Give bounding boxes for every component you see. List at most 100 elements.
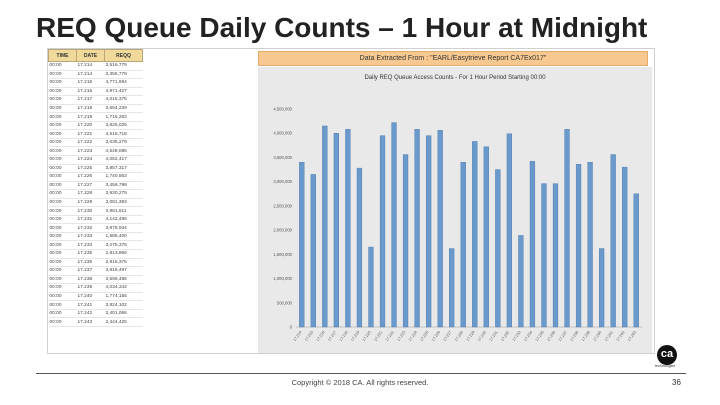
table-cell: 00:00 [48, 78, 77, 88]
y-tick-label: 4,500,000 [273, 107, 292, 112]
table-cell: 17.230 [76, 206, 105, 216]
table-row: 00:00 17.237 3,916,497 [48, 266, 143, 276]
table-cell: 00:00 [48, 104, 77, 114]
table-cell: 00:00 [48, 112, 77, 122]
bar [495, 169, 501, 328]
table-row: 00:00 17.217 4,015,375 [48, 95, 143, 105]
table-cell: 17.217 [76, 95, 105, 105]
x-tick-label: 17.234 [523, 330, 533, 342]
table-cell: 17.241 [76, 300, 105, 310]
table-cell: 3,401,066 [104, 309, 143, 319]
table-row: 00:00 17.223 4,548,085 [48, 146, 143, 156]
spreadsheet-screenshot: TIME DATE REQQ 00:00 17.214 3,516,779 00:00 17… [47, 48, 655, 354]
table-cell: 00:00 [48, 215, 77, 225]
bar [322, 125, 328, 328]
table-cell: 00:00 [48, 61, 77, 71]
table-cell: 4,015,375 [104, 95, 143, 105]
x-tick-label: 17.237 [558, 330, 568, 342]
table-row: 00:00 17.239 4,034,342 [48, 283, 143, 293]
bar [356, 167, 363, 328]
bar [483, 146, 489, 328]
table-cell: 2,444,425 [104, 317, 143, 327]
bar [564, 129, 570, 328]
x-tick-label: 17.226 [431, 330, 441, 342]
table-cell: 4,034,342 [104, 283, 143, 293]
table-cell: 3,930,279 [104, 189, 143, 199]
x-tick-label: 17.228 [454, 330, 464, 342]
table-cell: 17.225 [76, 164, 105, 174]
table-cell: 17.231 [76, 215, 105, 225]
table-cell: 3,081,393 [104, 198, 143, 208]
logo-subtext: technologies [655, 364, 676, 368]
table-cell: 17.221 [76, 129, 105, 139]
table-cell: 3,275,375 [104, 240, 143, 251]
table-row: 00:00 17.216 4,971,427 [48, 87, 143, 97]
table-row: 00:00 17.214 3,516,779 [48, 61, 143, 71]
table-cell: 17.243 [76, 317, 105, 327]
table-row: 00:00 17.234 3,275,375 [48, 240, 143, 251]
table-cell: 4,142,496 [104, 215, 143, 225]
table-cell: 00:00 [48, 70, 77, 80]
table-cell: 00:00 [48, 223, 77, 233]
table-cell: 3,975,934 [104, 223, 143, 233]
x-tick-label: 17.219 [350, 330, 360, 342]
table-row: 00:00 17.241 3,824,102 [48, 300, 143, 310]
y-axis: 0 500,000 1,000,000 1,500,000 2,000,000 2,500… [273, 107, 642, 330]
column-header: TIME [48, 49, 77, 62]
table-cell: 00:00 [48, 249, 77, 259]
table-cell: 17.224 [76, 155, 105, 165]
table-cell: 17.239 [76, 283, 105, 293]
table-cell: 17.229 [76, 198, 105, 208]
copyright-text: Copyright © 2018 CA. All rights reserved… [291, 378, 429, 387]
table-cell: 3,456,798 [104, 181, 143, 191]
table-cell: 3,824,102 [104, 300, 143, 310]
y-tick-label: 3,500,000 [273, 155, 292, 160]
table-cell: 4,515,718 [104, 129, 143, 139]
table-cell: 00:00 [48, 121, 77, 131]
y-tick-label: 3,000,000 [273, 179, 292, 184]
bar-chart: Daily REQ Queue Access Counts - For 1 Ho… [273, 75, 642, 342]
bar [414, 129, 420, 328]
x-tick-label: 17.243 [627, 330, 637, 342]
table-cell: 17.232 [76, 223, 105, 233]
y-tick-label: 1,500,000 [273, 252, 292, 257]
table-cell: 4,971,427 [104, 87, 143, 97]
x-tick-label: 17.235 [535, 330, 545, 342]
table-cell: 3,595,486 [104, 275, 143, 285]
y-tick-label: 0 [290, 325, 293, 330]
table-cell: 17.242 [76, 309, 105, 319]
x-tick-label: 17.236 [546, 330, 556, 342]
bar [610, 154, 616, 328]
table-cell: 00:00 [48, 266, 77, 276]
table-cell: 4,771,694 [104, 78, 143, 88]
table-row: 00:00 17.219 1,715,263 [48, 112, 143, 122]
table-cell: 17.215 [76, 78, 105, 88]
table-row: 00:00 17.229 3,081,393 [48, 198, 143, 208]
table-row: 00:00 17.231 4,142,496 [48, 215, 143, 225]
table-cell: 17.234 [76, 240, 105, 251]
table-row: 00:00 17.222 3,035,279 [48, 138, 143, 148]
table-row: 00:00 17.227 3,456,798 [48, 181, 143, 191]
bar [426, 135, 432, 328]
table-cell: 00:00 [48, 138, 77, 148]
bar [345, 129, 351, 328]
table-cell: 00:00 [48, 181, 77, 191]
table-cell: 00:00 [48, 240, 77, 251]
bar [622, 166, 628, 328]
x-tick-label: 17.229 [466, 330, 476, 342]
bar [506, 133, 512, 328]
y-tick-label: 1,000,000 [273, 276, 292, 281]
x-tick-label: 17.221 [373, 330, 383, 342]
column-header: REQQ [104, 49, 143, 62]
x-tick-label: 17.223 [396, 330, 406, 342]
table-cell: 00:00 [48, 232, 77, 242]
y-tick-label: 2,000,000 [273, 228, 292, 233]
table-cell: 00:00 [48, 95, 77, 105]
chart-title: Daily REQ Queue Access Counts - For 1 Ho… [364, 75, 546, 81]
table-cell: 00:00 [48, 206, 77, 216]
table-cell: 1,774,155 [104, 292, 143, 302]
bar [599, 248, 605, 328]
bar [529, 161, 536, 328]
x-tick-label: 17.222 [385, 330, 395, 342]
table-cell: 3,035,279 [104, 138, 143, 148]
